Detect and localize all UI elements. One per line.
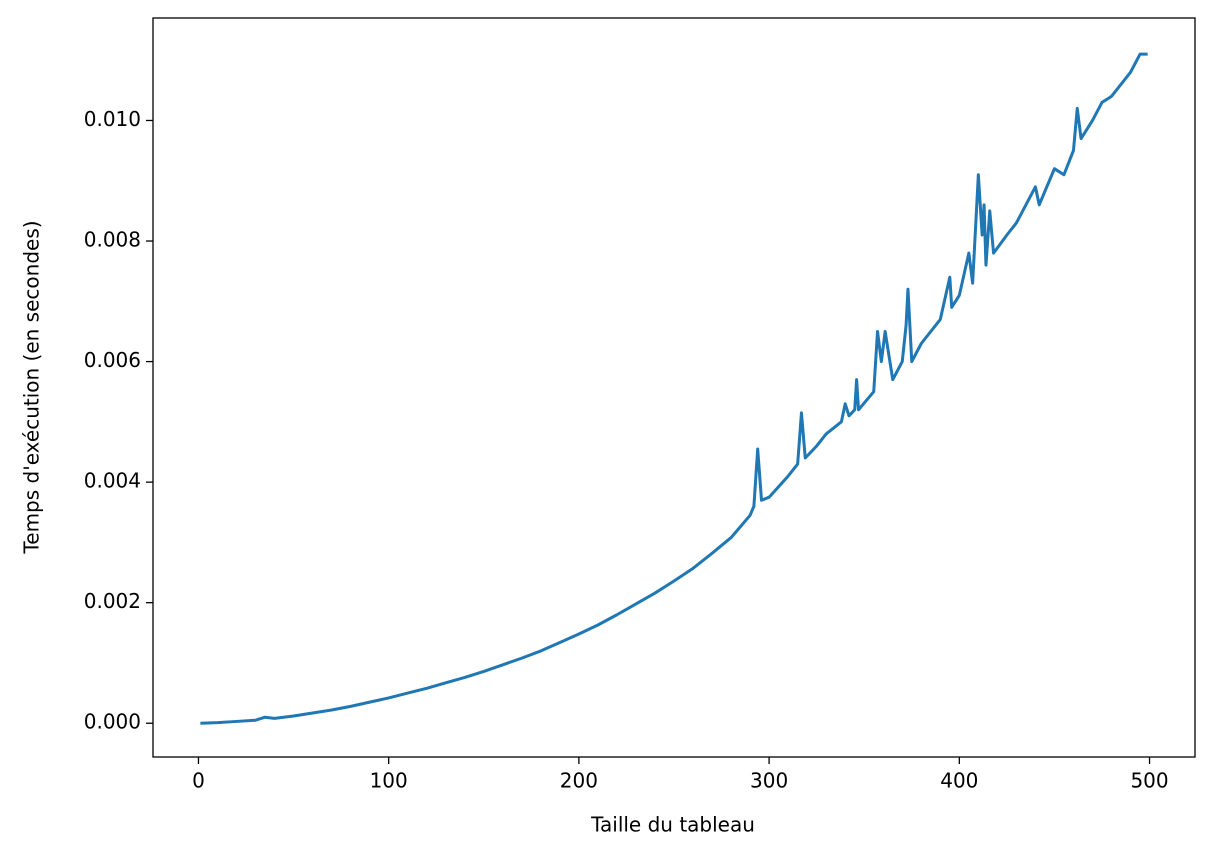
x-tick-label: 400 bbox=[940, 769, 978, 793]
x-tick-label: 500 bbox=[1130, 769, 1168, 793]
y-tick-label: 0.010 bbox=[84, 107, 141, 131]
plot-frame bbox=[152, 17, 1196, 758]
data-line bbox=[200, 52, 1148, 725]
x-tick-label: 200 bbox=[560, 769, 598, 793]
y-tick-label: 0.000 bbox=[84, 710, 141, 734]
x-axis-label: Taille du tableau bbox=[590, 813, 755, 837]
y-axis-label: Temps d'exécution (en secondes) bbox=[20, 220, 44, 554]
y-tick-label: 0.008 bbox=[84, 228, 141, 252]
y-tick-label: 0.006 bbox=[84, 348, 141, 372]
x-tick-label: 0 bbox=[192, 769, 205, 793]
y-tick-label: 0.004 bbox=[84, 469, 141, 493]
y-tick-label: 0.002 bbox=[84, 589, 141, 613]
x-tick-label: 300 bbox=[750, 769, 788, 793]
x-tick-label: 100 bbox=[370, 769, 408, 793]
